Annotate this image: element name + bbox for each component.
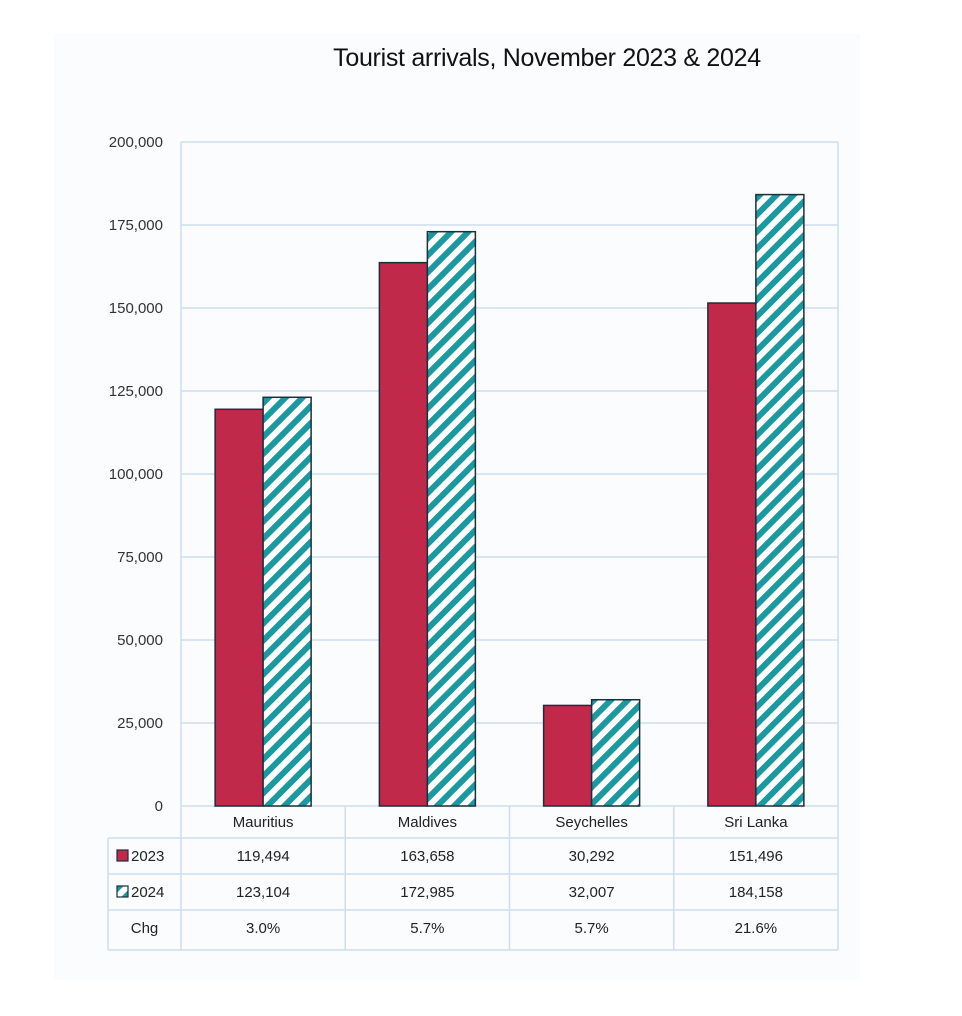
category-label: Sri Lanka (724, 814, 788, 831)
table-cell: 21.6% (735, 920, 778, 937)
table-cell: 32,007 (569, 884, 615, 901)
y-tick-label: 175,000 (109, 217, 163, 234)
y-tick-label: 200,000 (109, 134, 163, 151)
bars-layer (214, 193, 805, 807)
bar-2023-mauritius (214, 408, 264, 807)
category-label: Seychelles (555, 814, 628, 831)
bar-2024-mauritius (262, 396, 312, 807)
bar-2023-sri-lanka (707, 302, 757, 807)
table-cell: 184,158 (729, 884, 783, 901)
bar-2024-sri-lanka (755, 193, 805, 807)
bar-2023-seychelles (542, 704, 593, 807)
table-cell: 151,496 (729, 848, 783, 865)
y-tick-label: 125,000 (109, 383, 163, 400)
chart-title: Tourist arrivals, November 2023 & 2024 (333, 44, 761, 72)
category-label: Mauritius (233, 814, 294, 831)
bar-2024-seychelles (590, 698, 641, 807)
table-cell: 172,985 (400, 884, 454, 901)
table-cell: 3.0% (246, 920, 280, 937)
legend-key-2024 (116, 885, 129, 898)
bar-2024-maldives (426, 230, 477, 807)
legend-key-2023 (116, 849, 129, 862)
y-tick-label: 0 (155, 798, 163, 815)
table-cell: 30,292 (569, 848, 615, 865)
legend-label: 2024 (131, 884, 164, 901)
y-tick-label: 50,000 (117, 632, 163, 649)
category-label: Maldives (398, 814, 457, 831)
table-cell: 119,494 (237, 848, 290, 865)
table-cell: 123,104 (236, 884, 290, 901)
legend-label: 2023 (131, 848, 164, 865)
table-cell: 163,658 (400, 848, 454, 865)
table-cell: 5.7% (410, 920, 444, 937)
y-tick-label: 150,000 (109, 300, 163, 317)
y-tick-label: 75,000 (117, 549, 163, 566)
y-tick-label: 100,000 (109, 466, 163, 483)
bar-2023-maldives (378, 261, 429, 807)
y-tick-label: 25,000 (117, 715, 163, 732)
table-cell: 5.7% (575, 920, 609, 937)
data-table: Mauritius Maldives Seychelles Sri Lanka 2023… (107, 806, 839, 951)
row-label: Chg (131, 920, 159, 937)
